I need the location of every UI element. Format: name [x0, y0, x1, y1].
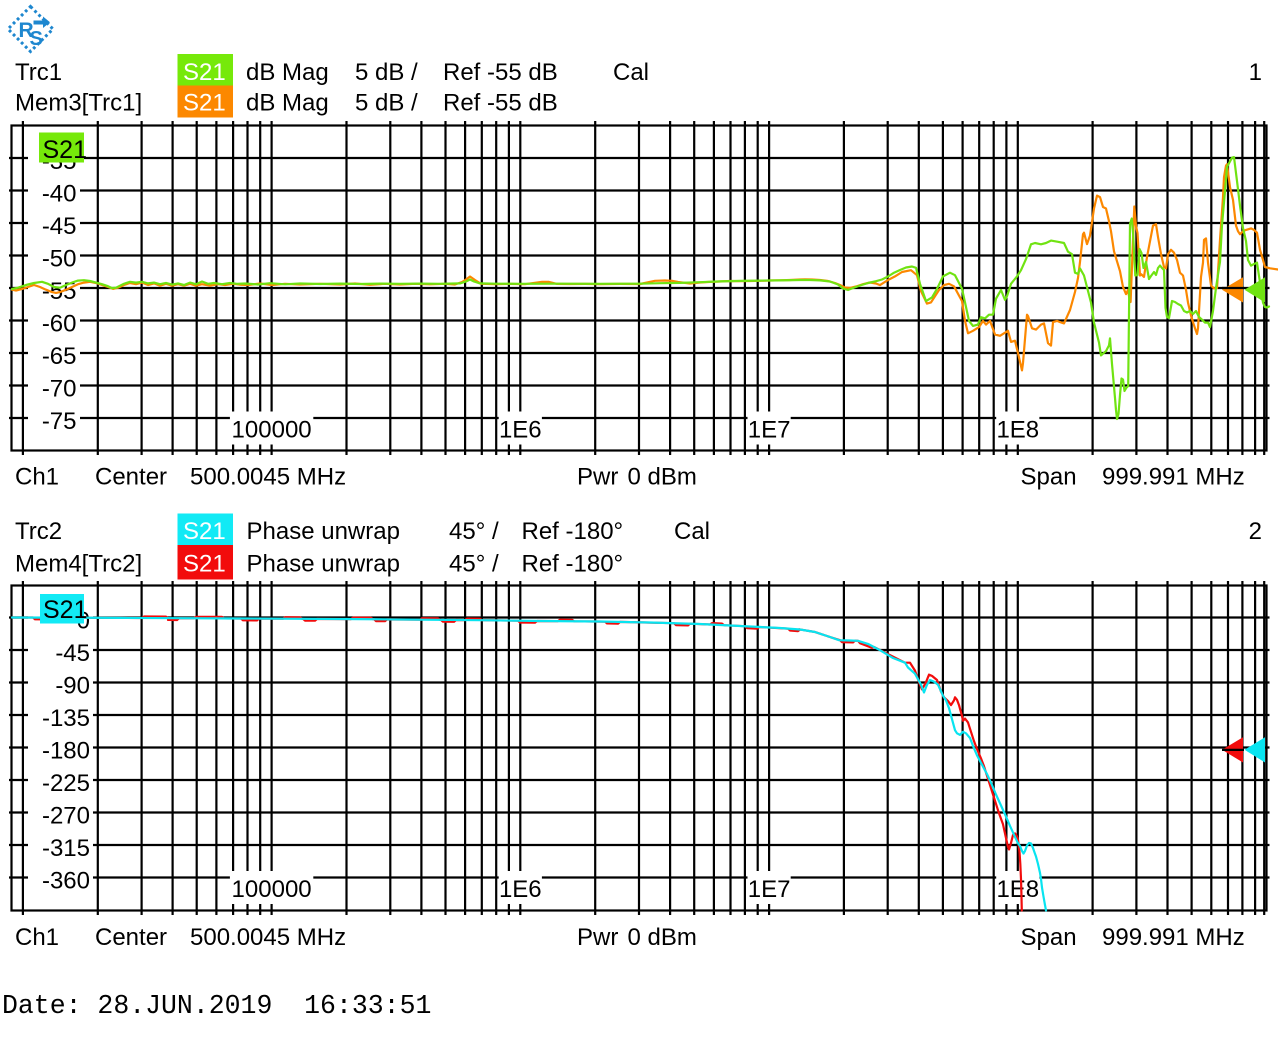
svg-text:100000: 100000 [232, 417, 312, 444]
svg-text:-70: -70 [42, 376, 77, 403]
svg-text:5 dB /: 5 dB / [355, 59, 418, 86]
svg-text:1E6: 1E6 [499, 417, 542, 444]
svg-text:1E8: 1E8 [996, 876, 1039, 903]
svg-text:Ch1: Ch1 [15, 924, 59, 951]
svg-text:-270: -270 [42, 803, 90, 830]
svg-text:Cal: Cal [674, 518, 710, 545]
svg-text:Ref -180°: Ref -180° [522, 518, 624, 545]
svg-text:Trc2: Trc2 [15, 518, 62, 545]
svg-text:Date: 28.JUN.2019 16:33:51: Date: 28.JUN.2019 16:33:51 [2, 991, 431, 1021]
svg-text:dB Mag: dB Mag [246, 59, 329, 86]
svg-text:Center: Center [95, 464, 167, 491]
svg-text:-90: -90 [55, 673, 90, 700]
svg-text:999.991 MHz: 999.991 MHz [1102, 464, 1245, 491]
svg-text:S21: S21 [43, 596, 87, 624]
svg-text:dB Mag: dB Mag [246, 90, 329, 117]
svg-text:Span: Span [1021, 464, 1077, 491]
svg-text:-60: -60 [42, 311, 77, 338]
svg-text:Mem4[Trc2]: Mem4[Trc2] [15, 551, 142, 578]
svg-text:S21: S21 [183, 518, 226, 545]
svg-text:Phase unwrap: Phase unwrap [247, 551, 400, 578]
svg-text:Ch1: Ch1 [15, 464, 59, 491]
svg-text:0 dBm: 0 dBm [628, 924, 697, 951]
svg-text:-50: -50 [42, 246, 77, 273]
svg-text:-65: -65 [42, 343, 77, 370]
svg-text:1E7: 1E7 [748, 876, 791, 903]
svg-text:S21: S21 [183, 90, 226, 117]
svg-text:500.0045 MHz: 500.0045 MHz [190, 464, 346, 491]
svg-text:Span: Span [1021, 924, 1077, 951]
svg-text:5 dB /: 5 dB / [355, 90, 418, 117]
svg-text:Trc1: Trc1 [15, 59, 62, 86]
svg-text:45° /: 45° / [449, 518, 499, 545]
svg-text:2: 2 [1249, 518, 1262, 545]
svg-text:R: R [19, 19, 34, 42]
svg-text:Pwr: Pwr [577, 464, 618, 491]
svg-text:-360: -360 [42, 868, 90, 895]
svg-text:-45: -45 [55, 640, 90, 667]
svg-text:S21: S21 [183, 59, 226, 86]
svg-text:Center: Center [95, 924, 167, 951]
svg-text:-225: -225 [42, 770, 90, 797]
svg-text:Pwr: Pwr [577, 924, 618, 951]
svg-text:500.0045 MHz: 500.0045 MHz [190, 924, 346, 951]
svg-text:45° /: 45° / [449, 551, 499, 578]
svg-text:-45: -45 [42, 213, 77, 240]
svg-text:1E7: 1E7 [748, 417, 791, 444]
svg-text:Ref -180°: Ref -180° [522, 551, 624, 578]
svg-text:999.991 MHz: 999.991 MHz [1102, 924, 1245, 951]
svg-text:S: S [30, 28, 43, 50]
svg-text:-135: -135 [42, 705, 90, 732]
svg-text:S21: S21 [43, 136, 87, 164]
svg-text:-40: -40 [42, 181, 77, 208]
svg-text:-180: -180 [42, 738, 90, 765]
svg-text:S21: S21 [183, 551, 226, 578]
svg-text:-315: -315 [42, 835, 90, 862]
svg-text:Cal: Cal [613, 59, 649, 86]
svg-text:-75: -75 [42, 408, 77, 435]
svg-text:0 dBm: 0 dBm [628, 464, 697, 491]
svg-text:Ref -55 dB: Ref -55 dB [443, 59, 558, 86]
svg-text:Ref -55 dB: Ref -55 dB [443, 90, 558, 117]
svg-text:1: 1 [1249, 59, 1262, 86]
svg-text:Mem3[Trc1]: Mem3[Trc1] [15, 90, 142, 117]
svg-text:100000: 100000 [232, 876, 312, 903]
svg-text:Phase unwrap: Phase unwrap [247, 518, 400, 545]
svg-text:1E6: 1E6 [499, 876, 542, 903]
svg-text:1E8: 1E8 [996, 417, 1039, 444]
